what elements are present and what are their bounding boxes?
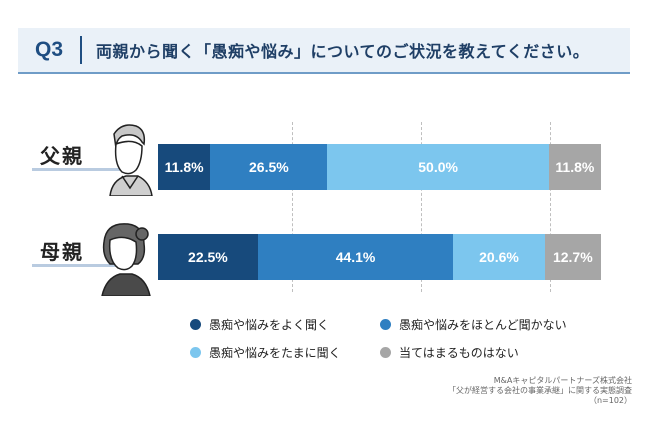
data-label: 50.0% [418,159,458,175]
header-divider [80,36,82,64]
label-underline [32,264,120,267]
data-label: 11.8% [555,159,595,175]
legend-swatch [190,319,201,330]
data-label: 20.6% [479,249,519,265]
legend-label: 愚痴や悩みをたまに聞く [209,346,341,360]
source-line: 「父が経営する会社の事業承継」に関する実態調査 [448,386,632,395]
gridline [421,122,422,292]
legend-item: 当てはまるものはない [380,344,519,361]
bar-segment: 20.6% [453,234,545,280]
data-label: 22.5% [188,249,228,265]
gridline [550,122,551,292]
data-label: 11.8% [164,159,204,175]
question-text: 両親から聞く「愚痴や悩み」についてのご状況を教えてください。 [96,42,590,61]
bar-mother: 22.5% 44.1% 20.6% 12.7% [158,234,601,280]
bar-segment: 26.5% [210,144,328,190]
source-line: （n=102） [588,396,632,405]
legend-label: 愚痴や悩みをよく聞く [209,318,330,332]
data-label: 26.5% [249,159,289,175]
legend-item: 愚痴や悩みをほとんど聞かない [380,316,567,333]
legend-label: 当てはまるものはない [399,346,519,360]
legend-swatch [190,347,201,358]
source-note: M&Aキャピタルパートナーズ株式会社 「父が経営する会社の事業承継」に関する実態… [448,376,632,406]
legend-swatch [380,319,391,330]
bar-father: 11.8% 26.5% 50.0% 11.8% [158,144,601,190]
source-line: M&Aキャピタルパートナーズ株式会社 [493,376,632,385]
bar-segment: 11.8% [158,144,211,190]
father-illustration-icon [109,124,153,196]
legend-item: 愚痴や悩みをたまに聞く [190,344,341,361]
bar-segment: 11.8% [548,144,601,190]
legend-swatch [380,347,391,358]
label-underline [32,168,120,171]
gridline [292,122,293,292]
legend-label: 愚痴や悩みをほとんど聞かない [399,318,567,332]
question-number: Q3 [34,38,63,61]
bar-segment: 50.0% [327,144,549,190]
mother-illustration-icon [101,223,151,296]
data-label: 44.1% [335,249,376,265]
bar-segment: 12.7% [544,234,601,280]
bar-segment: 22.5% [158,234,258,280]
data-label: 12.7% [552,249,593,265]
question-header: Q3 両親から聞く「愚痴や悩み」についてのご状況を教えてください。 [18,28,630,74]
category-label-mother: 母親 [40,240,84,264]
legend-item: 愚痴や悩みをよく聞く [190,316,329,333]
bar-segment: 44.1% [257,234,454,280]
category-label-father: 父親 [40,144,84,168]
